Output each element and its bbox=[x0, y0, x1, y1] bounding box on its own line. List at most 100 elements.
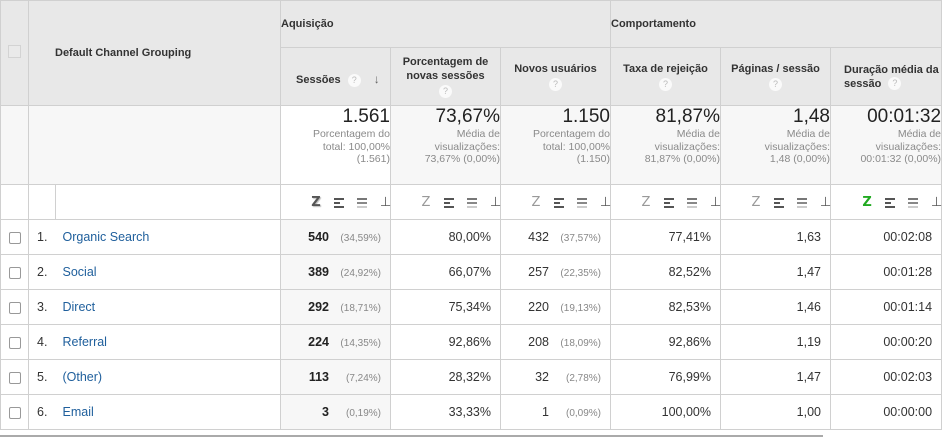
column-header-avg-session-duration[interactable]: Duração média da sessão ? bbox=[829, 47, 943, 106]
pages-per-session-cell: 1,63 bbox=[720, 219, 831, 255]
sort-descending-icon[interactable]: ↓ bbox=[373, 72, 380, 86]
column-header-bounce-rate[interactable]: Taxa de rejeição ? bbox=[610, 47, 721, 106]
row-checkbox[interactable] bbox=[8, 336, 21, 349]
pivot-icon[interactable]: ⊥ bbox=[710, 195, 722, 210]
channel-link[interactable]: Referral bbox=[62, 335, 107, 349]
pages-per-session-cell: 1,00 bbox=[720, 394, 831, 430]
comparison-icon[interactable] bbox=[885, 197, 896, 208]
viz-controls-new-sessions-pct: Z ⊥ bbox=[390, 184, 502, 220]
comparison-icon[interactable] bbox=[334, 197, 344, 208]
comparison-icon[interactable] bbox=[444, 197, 454, 208]
row-checkbox[interactable] bbox=[8, 231, 21, 244]
totals-empty-cell bbox=[0, 105, 29, 185]
channel-cell: Social bbox=[55, 254, 281, 290]
viz-controls-sessions: Z ⊥ bbox=[280, 184, 392, 220]
viz-controls-bounce-rate: Z ⊥ bbox=[610, 184, 722, 220]
row-select-cell bbox=[0, 254, 29, 290]
help-icon[interactable]: ? bbox=[549, 78, 562, 91]
bar-chart-toggle-icon[interactable]: Z bbox=[311, 195, 321, 210]
comparison-icon[interactable] bbox=[664, 197, 674, 208]
new-users-cell: 1 (0,09%) bbox=[500, 394, 611, 430]
channel-link[interactable]: Direct bbox=[62, 300, 96, 314]
channel-link[interactable]: (Other) bbox=[62, 370, 103, 384]
help-icon[interactable]: ? bbox=[347, 73, 361, 87]
row-index: 5. bbox=[28, 359, 56, 395]
total-value: 1,48 bbox=[793, 106, 830, 127]
pages-per-session-cell: 1,19 bbox=[720, 324, 831, 360]
select-all-cell bbox=[0, 0, 29, 106]
column-header-new-users[interactable]: Novos usuários ? bbox=[500, 47, 611, 106]
pivot-icon[interactable]: ⊥ bbox=[490, 195, 502, 210]
help-icon[interactable]: ? bbox=[769, 78, 782, 91]
row-index: 4. bbox=[28, 324, 56, 360]
column-label: Novos usuários bbox=[514, 63, 597, 75]
percentage-icon[interactable] bbox=[577, 197, 587, 208]
total-caption: Média de visualizações: 1,48 (0,00%) bbox=[764, 128, 830, 165]
row-checkbox[interactable] bbox=[8, 301, 21, 314]
bar-chart-toggle-icon[interactable]: Z bbox=[862, 195, 872, 210]
percentage-icon[interactable] bbox=[467, 197, 477, 208]
bar-chart-toggle-icon[interactable]: Z bbox=[751, 195, 761, 210]
select-all-checkbox[interactable] bbox=[8, 45, 21, 58]
channel-cell: Direct bbox=[55, 289, 281, 325]
channel-cell: (Other) bbox=[55, 359, 281, 395]
help-icon[interactable]: ? bbox=[888, 77, 902, 91]
row-checkbox[interactable] bbox=[8, 266, 21, 279]
row-index: 6. bbox=[28, 394, 56, 430]
column-header-pages-per-session[interactable]: Páginas / sessão ? bbox=[720, 47, 831, 106]
comparison-icon[interactable] bbox=[774, 197, 784, 208]
total-new-users: 1.150 Porcentagem do total: 100,00% (1.150… bbox=[500, 105, 611, 185]
avg-duration-cell: 00:01:14 bbox=[829, 289, 943, 325]
percentage-icon[interactable] bbox=[357, 197, 367, 208]
row-select-cell bbox=[0, 219, 29, 255]
new-users-cell: 432 (37,57%) bbox=[500, 219, 611, 255]
bar-chart-toggle-icon[interactable]: Z bbox=[641, 195, 651, 210]
new-users-cell: 32 (2,78%) bbox=[500, 359, 611, 395]
bar-chart-toggle-icon[interactable]: Z bbox=[421, 195, 431, 210]
bounce-rate-cell: 92,86% bbox=[610, 324, 721, 360]
bounce-rate-cell: 82,52% bbox=[610, 254, 721, 290]
pivot-icon[interactable]: ⊥ bbox=[931, 195, 943, 210]
channel-link[interactable]: Social bbox=[62, 265, 97, 279]
total-caption: Média de visualizações: 81,87% (0,00%) bbox=[644, 128, 720, 165]
percentage-icon[interactable] bbox=[797, 197, 807, 208]
bounce-rate-cell: 76,99% bbox=[610, 359, 721, 395]
total-caption: Média de visualizações: 00:01:32 (0,00%) bbox=[860, 128, 942, 165]
column-label: Duração média da sessão bbox=[844, 63, 939, 90]
bar-chart-toggle-icon[interactable]: Z bbox=[531, 195, 541, 210]
total-value: 81,87% bbox=[655, 106, 720, 127]
header-group-row: Default Channel Grouping Aquisição Compo… bbox=[0, 0, 943, 106]
percentage-icon[interactable] bbox=[687, 197, 697, 208]
channel-link[interactable]: Email bbox=[62, 405, 94, 419]
horizontal-scrollbar[interactable] bbox=[0, 435, 823, 437]
channel-link[interactable]: Organic Search bbox=[62, 230, 150, 244]
new-users-cell: 220 (19,13%) bbox=[500, 289, 611, 325]
percentage-icon[interactable] bbox=[908, 197, 919, 208]
pivot-icon[interactable]: ⊥ bbox=[600, 195, 612, 210]
row-select-cell bbox=[0, 289, 29, 325]
table-row: 3. Direct 292 (18,71%) 75,34% 220 (19,13%)… bbox=[0, 289, 943, 325]
new-sessions-pct-cell: 92,86% bbox=[390, 324, 501, 360]
pivot-icon[interactable]: ⊥ bbox=[820, 195, 832, 210]
pivot-icon[interactable]: ⊥ bbox=[380, 195, 392, 210]
table-row: 4. Referral 224 (14,35%) 92,86% 208 (18,09… bbox=[0, 324, 943, 360]
pages-per-session-cell: 1,46 bbox=[720, 289, 831, 325]
column-header-sessions[interactable]: Sessões ? ↓ bbox=[280, 47, 391, 106]
dimension-header[interactable]: Default Channel Grouping bbox=[28, 0, 281, 106]
help-icon[interactable]: ? bbox=[659, 78, 672, 91]
column-header-new-sessions-pct[interactable]: Porcentagem de novas sessões ? bbox=[390, 47, 501, 106]
row-checkbox[interactable] bbox=[8, 406, 21, 419]
icons-empty-cell bbox=[0, 184, 29, 220]
avg-duration-cell: 00:02:08 bbox=[829, 219, 943, 255]
channel-cell: Email bbox=[55, 394, 281, 430]
column-label: Sessões bbox=[296, 74, 341, 86]
new-sessions-pct-cell: 80,00% bbox=[390, 219, 501, 255]
row-index: 3. bbox=[28, 289, 56, 325]
total-caption: Média de visualizações: 73,67% (0,00%) bbox=[424, 128, 500, 165]
comparison-icon[interactable] bbox=[554, 197, 564, 208]
sessions-cell: 3 (0,19%) bbox=[280, 394, 391, 430]
group-header-behavior: Comportamento bbox=[609, 0, 943, 48]
total-sessions: 1.561 Porcentagem do total: 100,00% (1.561… bbox=[280, 105, 391, 185]
row-checkbox[interactable] bbox=[8, 371, 21, 384]
help-icon[interactable]: ? bbox=[439, 85, 452, 98]
